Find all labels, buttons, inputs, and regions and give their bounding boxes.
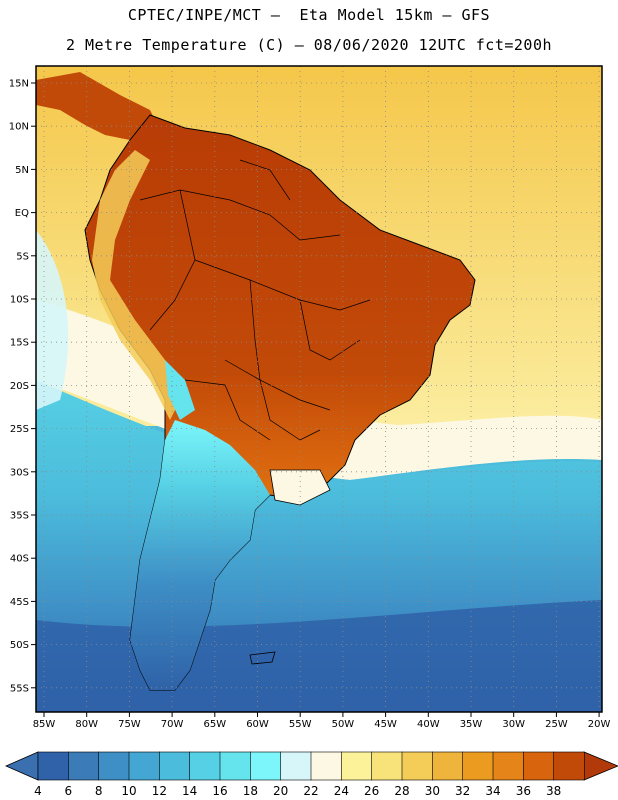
colorbar-swatch xyxy=(159,751,191,781)
colorbar-swatch xyxy=(492,751,524,781)
lon-tick-label: 25W xyxy=(545,719,568,730)
colorbar-swatch xyxy=(37,751,69,781)
lat-tick-label: 25S xyxy=(10,424,29,435)
lat-tick-label: 15N xyxy=(9,79,29,90)
falkland-islands xyxy=(249,651,276,665)
colorbar-label: 4 xyxy=(34,784,42,798)
lat-tick-label: 50S xyxy=(10,640,29,651)
lon-tick-label: 50W xyxy=(332,719,355,730)
colorbar-swatch xyxy=(189,751,221,781)
southern-cone-cool-region xyxy=(130,420,270,690)
altiplano-cool-area xyxy=(165,360,195,420)
colorbar-label: 8 xyxy=(95,784,103,798)
colorbar-label: 22 xyxy=(303,784,318,798)
colorbar-swatch xyxy=(553,751,585,781)
colorbar-label: 16 xyxy=(212,784,227,798)
colorbar-label: 6 xyxy=(65,784,73,798)
colorbar-swatch xyxy=(128,751,160,781)
colorbar-label: 12 xyxy=(152,784,167,798)
lon-tick-label: 55W xyxy=(289,719,312,730)
colorbar-swatch xyxy=(401,751,433,781)
lat-tick-label: 55S xyxy=(10,683,29,694)
lon-tick-label: 20W xyxy=(588,719,611,730)
country-borders xyxy=(139,159,371,441)
rio-de-la-plata-region xyxy=(269,469,331,506)
pacific-cool-band xyxy=(36,230,69,410)
lon-tick-label: 60W xyxy=(246,719,269,730)
colorbar-label: 20 xyxy=(273,784,288,798)
colorbar-swatch xyxy=(432,751,464,781)
lat-tick-label: 5S xyxy=(16,251,29,262)
lon-tick-label: 30W xyxy=(502,719,525,730)
colorbar-label: 24 xyxy=(334,784,349,798)
colorbar-label: 10 xyxy=(121,784,136,798)
colorbar-label: 28 xyxy=(394,784,409,798)
lat-tick-label: 15S xyxy=(10,338,29,349)
colorbar-swatch xyxy=(219,751,251,781)
colorbar-label: 34 xyxy=(485,784,500,798)
longitude-axis: 85W 80W 75W 70W 65W 60W 55W 50W 45W 40W 35W 30W 25W 2… xyxy=(33,712,611,730)
andes-highlands xyxy=(92,150,180,420)
lon-tick-label: 65W xyxy=(203,719,226,730)
colorbar-swatch xyxy=(462,751,494,781)
lat-tick-label: 5N xyxy=(15,165,29,176)
lat-tick-label: 40S xyxy=(10,554,29,565)
colorbar-label: 30 xyxy=(425,784,440,798)
lon-tick-label: 45W xyxy=(374,719,397,730)
colorbar-low-arrow xyxy=(5,751,39,781)
colorbar-label: 36 xyxy=(516,784,531,798)
subtropical-band xyxy=(36,300,602,480)
chart-subtitle: 2 Metre Temperature (C) – 08/06/2020 12U… xyxy=(65,36,553,54)
colorbar-swatch xyxy=(250,751,282,781)
lat-tick-label: 10N xyxy=(9,122,29,133)
colorbar: 4 6 8 10 12 14 16 18 20 22 24 26 28 30 32 34 36 38 xyxy=(5,751,618,798)
colorbar-swatch xyxy=(371,751,403,781)
central-america-landmass xyxy=(36,72,160,140)
lon-tick-label: 35W xyxy=(460,719,483,730)
colorbar-swatch xyxy=(98,751,130,781)
colorbar-label: 26 xyxy=(364,784,379,798)
lon-tick-label: 80W xyxy=(75,719,98,730)
lon-tick-label: 75W xyxy=(118,719,141,730)
colorbar-label: 14 xyxy=(182,784,197,798)
lon-tick-label: 40W xyxy=(417,719,440,730)
lon-tick-label: 70W xyxy=(161,719,184,730)
colorbar-label: 32 xyxy=(455,784,470,798)
latitude-axis: 15N 10N 5N EQ 5S 10S 15S 20S 25S 30S 35S 40S 45S 50S 5… xyxy=(9,79,36,694)
lon-tick-label: 85W xyxy=(33,719,56,730)
colorbar-swatch xyxy=(341,751,373,781)
colorbar-swatch xyxy=(310,751,342,781)
colorbar-high-arrow xyxy=(583,751,618,781)
chart-title: CPTEC/INPE/MCT – Eta Model 15km – GFS xyxy=(127,6,491,24)
colorbar-swatch xyxy=(280,751,312,781)
map-frame xyxy=(35,65,603,713)
lat-tick-label: 35S xyxy=(10,511,29,522)
lat-tick-label: 30S xyxy=(10,467,29,478)
colorbar-swatch xyxy=(523,751,555,781)
lat-tick-label: EQ xyxy=(15,208,29,219)
map-field xyxy=(36,66,602,712)
colorbar-label: 18 xyxy=(243,784,258,798)
colorbar-swatch xyxy=(68,751,100,781)
lat-tick-label: 10S xyxy=(10,295,29,306)
colorbar-label: 38 xyxy=(546,784,561,798)
lat-tick-label: 45S xyxy=(10,597,29,608)
lat-tick-label: 20S xyxy=(10,381,29,392)
